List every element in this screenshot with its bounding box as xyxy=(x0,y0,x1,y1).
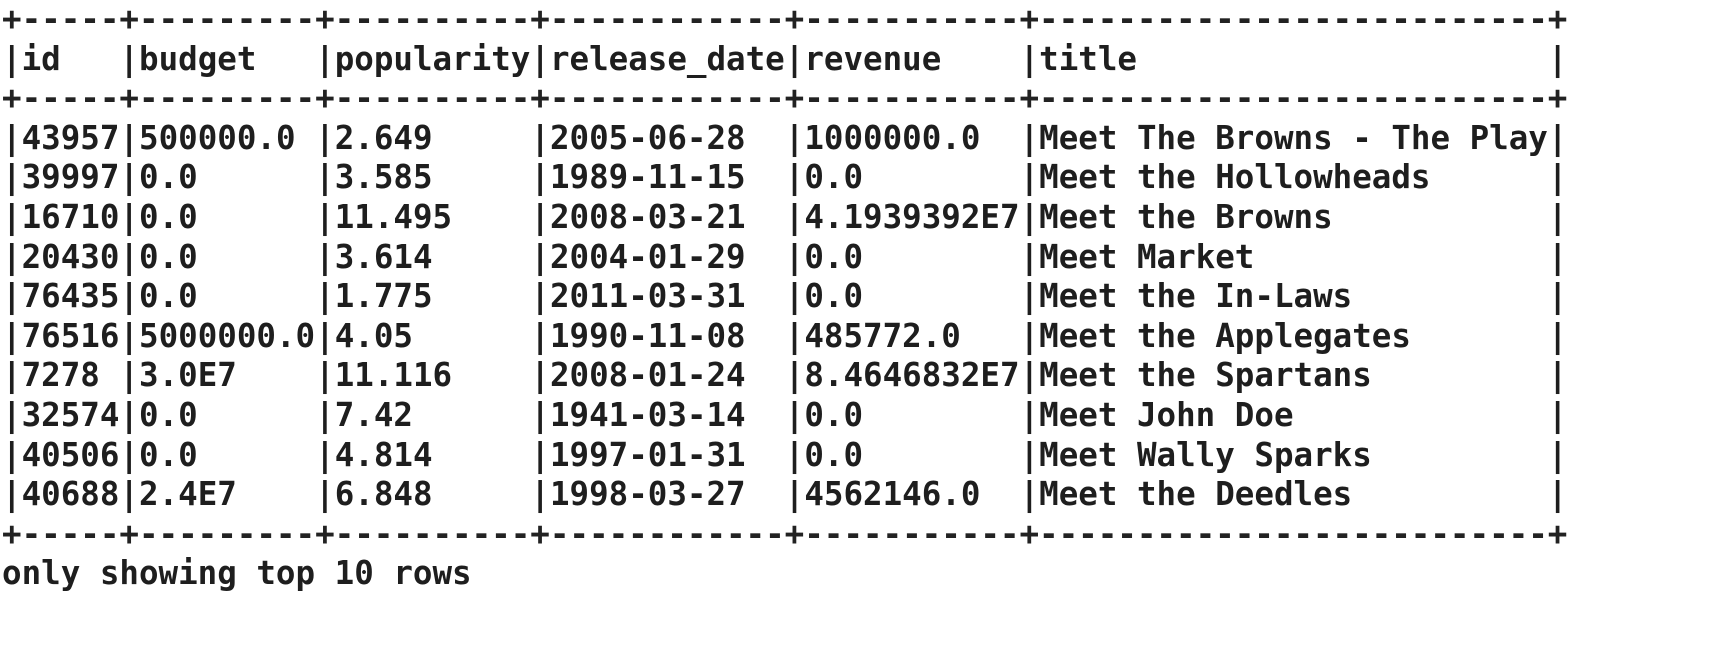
cell-revenue: 1000000.0 xyxy=(804,118,1020,157)
cell-budget: 0.0 xyxy=(139,277,316,316)
cell-popularity: 3.585 xyxy=(334,158,531,197)
table-row: |16710|0.0 |11.495 |2008-03-21 |4.193939… xyxy=(2,197,1568,236)
cell-title: Meet the Hollowheads xyxy=(1039,158,1548,197)
cell-revenue: 0.0 xyxy=(804,158,1020,197)
header-cell-title: title xyxy=(1039,39,1548,78)
cell-id: 32574 xyxy=(21,395,120,434)
cell-revenue: 8.4646832E7 xyxy=(804,356,1020,395)
cell-title: Meet John Doe xyxy=(1039,395,1548,434)
cell-popularity: 11.116 xyxy=(334,356,531,395)
cell-budget: 0.0 xyxy=(139,197,316,236)
cell-popularity: 4.05 xyxy=(334,316,531,355)
header-cell-budget: budget xyxy=(139,39,316,78)
cell-popularity: 3.614 xyxy=(334,237,531,276)
cell-budget: 0.0 xyxy=(139,435,316,474)
table-row: |40506|0.0 |4.814 |1997-01-31 |0.0 |Meet… xyxy=(2,435,1568,474)
cell-id: 20430 xyxy=(21,237,120,276)
cell-release-date: 1990-11-08 xyxy=(549,316,785,355)
cell-id: 39997 xyxy=(21,158,120,197)
table-row: |32574|0.0 |7.42 |1941-03-14 |0.0 |Meet … xyxy=(2,395,1568,434)
table-border-top: +-----+---------+----------+------------… xyxy=(2,0,1568,38)
cell-release-date: 1989-11-15 xyxy=(549,158,785,197)
cell-release-date: 1998-03-27 xyxy=(549,475,785,514)
cell-release-date: 1941-03-14 xyxy=(549,395,785,434)
cell-budget: 2.4E7 xyxy=(139,475,316,514)
cell-title: Meet The Browns - The Play xyxy=(1039,118,1548,157)
cell-release-date: 2008-01-24 xyxy=(549,356,785,395)
cell-id: 76516 xyxy=(21,316,120,355)
cell-popularity: 4.814 xyxy=(334,435,531,474)
cell-id: 16710 xyxy=(21,197,120,236)
header-cell-release-date: release_date xyxy=(549,39,785,78)
cell-popularity: 1.775 xyxy=(334,277,531,316)
cell-title: Meet the In-Laws xyxy=(1039,277,1548,316)
table-row: |76516|5000000.0|4.05 |1990-11-08 |48577… xyxy=(2,316,1568,355)
table-row: |7278 |3.0E7 |11.116 |2008-01-24 |8.4646… xyxy=(2,356,1568,395)
cell-title: Meet the Deedles xyxy=(1039,475,1548,514)
header-cell-popularity: popularity xyxy=(334,39,531,78)
cell-budget: 5000000.0 xyxy=(139,316,316,355)
cell-budget: 3.0E7 xyxy=(139,356,316,395)
cell-title: Meet Market xyxy=(1039,237,1548,276)
cell-popularity: 6.848 xyxy=(334,475,531,514)
cell-budget: 0.0 xyxy=(139,237,316,276)
cell-revenue: 0.0 xyxy=(804,435,1020,474)
table-row: |40688|2.4E7 |6.848 |1998-03-27 |4562146… xyxy=(2,475,1568,514)
cell-release-date: 1997-01-31 xyxy=(549,435,785,474)
console-output: +-----+---------+----------+------------… xyxy=(2,0,1567,594)
header-cell-revenue: revenue xyxy=(804,39,1020,78)
table-row: |76435|0.0 |1.775 |2011-03-31 |0.0 |Meet… xyxy=(2,277,1568,316)
table-border-bottom: +-----+---------+----------+------------… xyxy=(2,514,1568,553)
cell-id: 7278 xyxy=(21,356,120,395)
cell-release-date: 2004-01-29 xyxy=(549,237,785,276)
cell-budget: 0.0 xyxy=(139,158,316,197)
table-row: |20430|0.0 |3.614 |2004-01-29 |0.0 |Meet… xyxy=(2,237,1568,276)
table-row: |43957|500000.0 |2.649 |2005-06-28 |1000… xyxy=(2,118,1568,157)
cell-popularity: 2.649 xyxy=(334,118,531,157)
cell-revenue: 0.0 xyxy=(804,277,1020,316)
cell-budget: 0.0 xyxy=(139,395,316,434)
cell-release-date: 2011-03-31 xyxy=(549,277,785,316)
cell-budget: 500000.0 xyxy=(139,118,316,157)
cell-revenue: 4562146.0 xyxy=(804,475,1020,514)
cell-release-date: 2008-03-21 xyxy=(549,197,785,236)
cell-id: 40688 xyxy=(21,475,120,514)
cell-revenue: 4.1939392E7 xyxy=(804,197,1020,236)
cell-id: 40506 xyxy=(21,435,120,474)
cell-release-date: 2005-06-28 xyxy=(549,118,785,157)
header-cell-id: id xyxy=(21,39,120,78)
cell-revenue: 0.0 xyxy=(804,395,1020,434)
cell-revenue: 485772.0 xyxy=(804,316,1020,355)
cell-revenue: 0.0 xyxy=(804,237,1020,276)
table-header-separator: +-----+---------+----------+------------… xyxy=(2,79,1568,118)
cell-popularity: 11.495 xyxy=(334,197,531,236)
cell-id: 43957 xyxy=(21,118,120,157)
table-header-row: |id |budget |popularity|release_date|rev… xyxy=(2,39,1568,78)
footer-text: only showing top 10 rows xyxy=(2,554,472,593)
cell-id: 76435 xyxy=(21,277,120,316)
cell-title: Meet the Browns xyxy=(1039,197,1548,236)
cell-title: Meet the Spartans xyxy=(1039,356,1548,395)
cell-title: Meet the Applegates xyxy=(1039,316,1548,355)
cell-popularity: 7.42 xyxy=(334,395,531,434)
table-row: |39997|0.0 |3.585 |1989-11-15 |0.0 |Meet… xyxy=(2,158,1568,197)
cell-title: Meet Wally Sparks xyxy=(1039,435,1548,474)
